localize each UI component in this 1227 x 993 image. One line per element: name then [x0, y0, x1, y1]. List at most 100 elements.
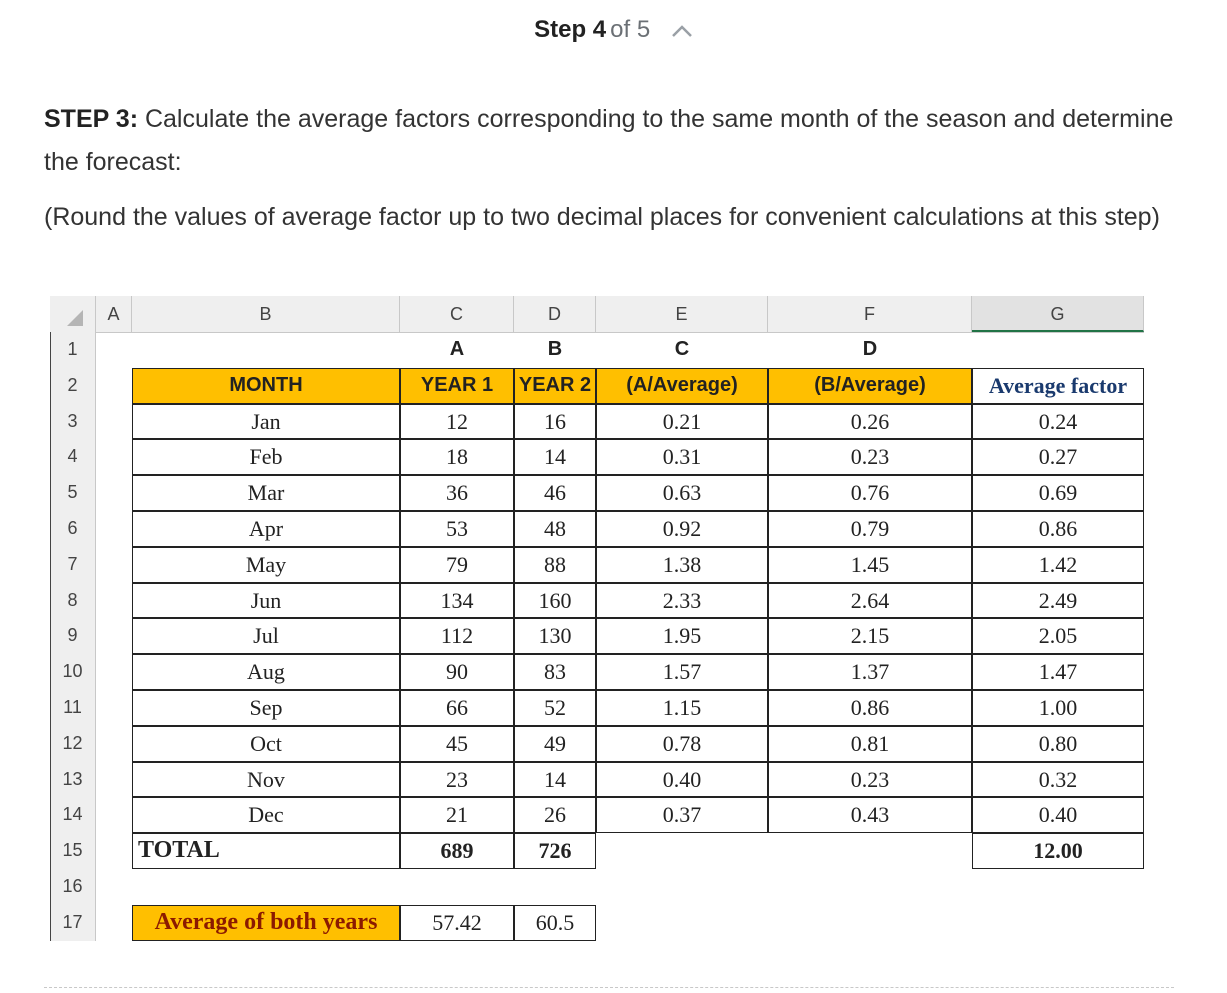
gridcell — [400, 690, 514, 726]
cell-e-10: 1.57 — [662, 659, 702, 685]
row-header-1[interactable]: 1 — [50, 332, 96, 368]
label-b: B — [547, 338, 563, 360]
row-header-10[interactable]: 10 — [50, 654, 96, 690]
gridcell — [400, 511, 514, 547]
row-header-7[interactable]: 7 — [50, 546, 96, 583]
row-header-17[interactable]: 17 — [50, 904, 96, 941]
total-year2: 726 — [538, 838, 572, 864]
gridcell — [132, 439, 400, 476]
row-header-2[interactable]: 2 — [50, 367, 96, 404]
cell-f-3: 0.26 — [850, 408, 890, 434]
cell-c-7: 79 — [446, 551, 468, 577]
cell-e-9: 1.95 — [662, 623, 702, 649]
gridcell — [400, 439, 514, 476]
gridcell — [972, 475, 1144, 511]
label-c: C — [674, 338, 690, 360]
chevron-up-icon[interactable] — [671, 15, 693, 47]
cell-c-12: 45 — [446, 730, 468, 756]
header-b-average: (B/Average) — [768, 367, 972, 404]
row-header-8[interactable]: 8 — [50, 582, 96, 619]
gridcell — [400, 546, 514, 583]
cell-b-5: Mar — [247, 480, 285, 506]
column-header-a[interactable]: A — [96, 296, 132, 332]
row-header-11[interactable]: 11 — [50, 690, 96, 726]
gridcell — [768, 761, 972, 798]
gridcell — [514, 833, 596, 869]
step3-label: STEP 3: — [44, 105, 139, 133]
gridcell — [768, 367, 972, 404]
cell-g-5: 0.69 — [1038, 480, 1078, 506]
cell-g-6: 0.86 — [1038, 516, 1078, 541]
cell-g-7: 1.42 — [1038, 551, 1078, 577]
row-header-3[interactable]: 3 — [50, 403, 96, 440]
cell-b-14: Dec — [248, 802, 284, 828]
gridcell — [400, 367, 514, 404]
row-header-12[interactable]: 12 — [50, 725, 96, 762]
gridcell — [972, 618, 1144, 655]
column-header-g[interactable]: G — [972, 296, 1144, 332]
gridcell — [972, 690, 1144, 726]
gridcell — [596, 511, 768, 547]
gridcell — [972, 582, 1144, 619]
row-header-4[interactable]: 4 — [50, 439, 96, 476]
column-header-b[interactable]: B — [132, 296, 400, 332]
step-label: Step 4 — [534, 16, 607, 43]
gridcell — [132, 761, 400, 798]
column-header-e[interactable]: E — [596, 296, 768, 332]
cell-c-11: 66 — [446, 695, 468, 720]
cell-c-13: 23 — [446, 766, 468, 792]
gridcell — [132, 904, 400, 941]
cell-b-6: Apr — [248, 516, 284, 541]
gridcell — [972, 439, 1144, 476]
row-header-16[interactable]: 16 — [50, 869, 96, 905]
row-header-14[interactable]: 14 — [50, 797, 96, 834]
divider — [44, 987, 1174, 988]
gridcell — [400, 761, 514, 798]
row-header-15[interactable]: 15 — [50, 833, 96, 869]
step-indicator[interactable]: Step 4 of 5 — [0, 14, 1227, 46]
average-label: Average of both years — [132, 904, 400, 941]
gridcell — [514, 904, 596, 941]
gridcell — [400, 654, 514, 690]
cell-f-13: 0.23 — [850, 766, 890, 792]
cell-c-5: 36 — [446, 480, 468, 506]
row-header-6[interactable]: 6 — [50, 511, 96, 547]
gridcell — [132, 475, 400, 511]
cell-f-12: 0.81 — [850, 730, 890, 756]
row-header-9[interactable]: 9 — [50, 618, 96, 655]
cell-e-11: 1.15 — [662, 695, 702, 720]
cell-b-10: Aug — [247, 659, 285, 685]
gridcell — [132, 618, 400, 655]
total-year1: 689 — [440, 838, 474, 864]
row-header-5[interactable]: 5 — [50, 475, 96, 511]
column-header-d[interactable]: D — [514, 296, 596, 332]
cell-d-3: 16 — [544, 408, 566, 434]
cell-g-13: 0.32 — [1038, 766, 1078, 792]
gridcell — [132, 546, 400, 583]
gridcell — [514, 511, 596, 547]
gridcell — [514, 546, 596, 583]
cell-e-8: 2.33 — [662, 587, 702, 613]
select-all-corner[interactable] — [50, 296, 96, 332]
gridcell — [596, 654, 768, 690]
cell-f-14: 0.43 — [850, 802, 890, 828]
gridcell — [400, 618, 514, 655]
cell-b-7: May — [245, 551, 287, 577]
gridcell — [132, 797, 400, 834]
cell-g-12: 0.80 — [1038, 730, 1078, 756]
row-header-13[interactable]: 13 — [50, 761, 96, 798]
cell-b-8: Jun — [250, 587, 282, 613]
column-header-c[interactable]: C — [400, 296, 514, 332]
gridcell — [514, 797, 596, 834]
column-header-f[interactable]: F — [768, 296, 972, 332]
cell-f-9: 2.15 — [850, 623, 890, 649]
cell-c-8: 134 — [440, 587, 474, 613]
gridcell — [768, 546, 972, 583]
gridcell — [514, 654, 596, 690]
gridcell — [596, 690, 768, 726]
header-month: MONTH — [132, 367, 400, 404]
gridcell — [132, 403, 400, 440]
cell-d-14: 26 — [544, 802, 566, 828]
average-year2: 60.5 — [535, 909, 575, 935]
